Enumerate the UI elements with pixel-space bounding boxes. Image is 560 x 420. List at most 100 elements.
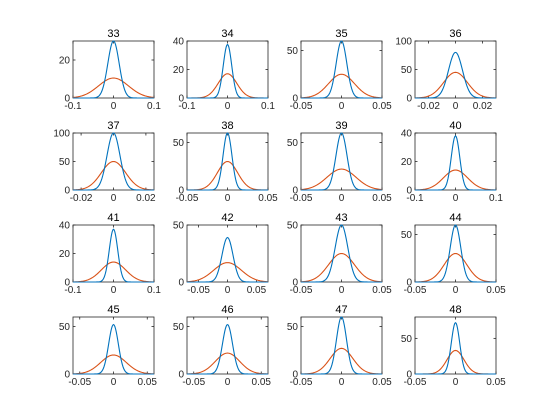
y-tick-label: 50 [287,322,299,333]
y-tick-label: 40 [173,37,185,48]
subplot-title: 39 [335,120,347,132]
x-tick-label: 0 [111,285,117,296]
x-tick-label: 0 [225,285,231,296]
narrow-curve [73,323,154,375]
narrow-curve [73,228,154,283]
x-tick-label: 0.05 [258,193,278,204]
y-tick-label: 0 [406,186,412,197]
x-tick-label: -0.05 [176,193,199,204]
y-tick-label: 0 [406,278,412,289]
x-tick-label: 0.05 [252,377,272,388]
x-tick-label: 0 [339,377,345,388]
y-tick-label: 20 [401,157,413,168]
x-tick-label: -0.1 [178,101,196,112]
y-tick-label: 0 [292,186,298,197]
narrow-curve [415,135,496,191]
x-tick-label: 0 [339,101,345,112]
y-tick-label: 0 [406,94,412,105]
wide-curve [300,168,383,191]
narrow-curve [415,51,496,99]
y-tick-label: 0 [64,370,70,381]
axes-box [300,132,383,191]
x-tick-label: -0.05 [290,101,313,112]
x-tick-label: -0.05 [182,377,205,388]
y-tick-label: 0 [64,278,70,289]
subplot-title: 35 [335,28,347,40]
x-tick-label: -0.1 [64,285,82,296]
y-tick-label: 50 [59,322,71,333]
subplot-title: 47 [335,304,347,316]
x-tick-label: -0.05 [290,377,313,388]
subplot-title: 41 [107,212,119,224]
axes-box [72,224,155,283]
y-tick-label: 50 [173,221,185,232]
wide-curve [72,77,155,99]
y-tick-label: 50 [401,334,413,345]
x-tick-label: 0.1 [147,101,161,112]
axes-box [186,316,269,375]
subplot-title: 36 [449,28,461,40]
axes-box [300,40,383,99]
x-tick-label: -0.1 [64,101,82,112]
y-tick-label: 0 [178,186,184,197]
wide-curve [414,71,497,99]
y-tick-label: 50 [401,230,413,241]
axes-box [300,316,383,375]
x-tick-label: 0 [339,285,345,296]
x-tick-label: -0.05 [404,285,427,296]
narrow-curve [73,132,154,191]
x-tick-label: 0 [225,377,231,388]
y-tick-label: 40 [401,129,413,140]
axes-box [186,40,269,99]
narrow-curve [187,43,268,99]
x-tick-label: 0.05 [138,377,158,388]
wide-curve [300,73,383,99]
axes-box [414,316,497,375]
y-tick-label: 50 [287,221,299,232]
subplot-title: 44 [449,212,461,224]
x-tick-label: 0 [225,193,231,204]
narrow-curve [301,132,382,191]
x-tick-label: -0.02 [70,193,93,204]
x-tick-label: 0.05 [247,285,267,296]
x-tick-label: -0.1 [406,193,424,204]
subplot-title: 38 [221,120,233,132]
axes-box [72,316,155,375]
x-tick-label: 0.02 [473,101,493,112]
y-tick-label: 0 [64,94,70,105]
narrow-curve [415,321,496,375]
x-tick-label: 0 [111,193,117,204]
narrow-curve [73,40,154,99]
subplot-title: 40 [449,120,461,132]
x-tick-label: 0.05 [372,101,392,112]
x-tick-label: -0.05 [290,285,313,296]
x-tick-label: 0 [453,193,459,204]
wide-curve [300,347,383,375]
y-tick-label: 20 [173,65,185,76]
subplot-title: 37 [107,120,119,132]
subplot-title: 33 [107,28,119,40]
y-tick-label: 0 [292,370,298,381]
x-tick-label: 0 [453,285,459,296]
y-tick-label: 0 [178,94,184,105]
x-tick-label: 0.05 [372,377,392,388]
y-tick-label: 0 [292,278,298,289]
x-tick-label: 0 [339,193,345,204]
x-tick-label: -0.05 [404,377,427,388]
y-tick-label: 100 [53,129,70,140]
x-tick-label: -0.05 [68,377,91,388]
axes-box [414,132,497,191]
x-tick-label: -0.05 [290,193,313,204]
y-tick-label: 50 [173,322,185,333]
narrow-curve [301,316,382,375]
y-tick-label: 0 [64,186,70,197]
